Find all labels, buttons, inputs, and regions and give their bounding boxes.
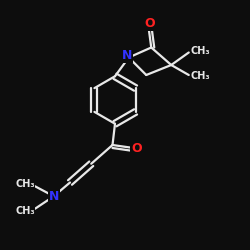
Text: CH₃: CH₃ (190, 46, 210, 56)
Text: CH₃: CH₃ (190, 71, 210, 81)
Text: N: N (48, 190, 59, 203)
Text: CH₃: CH₃ (15, 179, 35, 189)
Text: N: N (122, 49, 133, 62)
Text: CH₃: CH₃ (15, 206, 35, 216)
Text: O: O (131, 142, 141, 154)
Text: O: O (145, 17, 155, 30)
